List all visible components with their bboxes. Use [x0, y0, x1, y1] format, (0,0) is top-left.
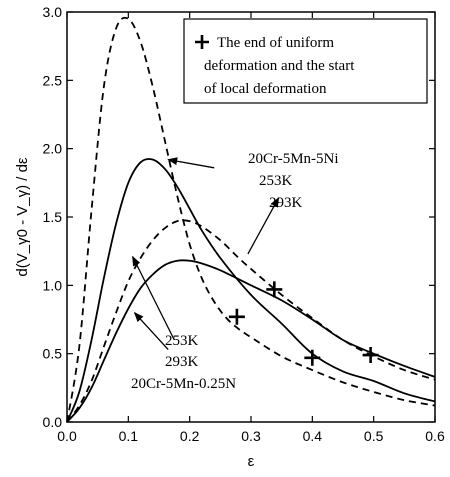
annotation-n-alloy: 20Cr-5Mn-0.25N: [131, 376, 236, 392]
legend-line-3: of local deformation: [204, 81, 327, 97]
series-line-4: [66, 259, 436, 423]
marker-layer: [228, 281, 379, 366]
x-tick-label: 0.2: [180, 428, 200, 444]
x-tick-label: 0.1: [119, 428, 139, 444]
arrow-layer: [132, 157, 280, 351]
y-tick-label: 2.0: [43, 141, 63, 157]
legend: The end of uniform deformation and the s…: [183, 18, 428, 104]
y-tick-label: 1.5: [43, 209, 63, 225]
legend-marker-icon: [195, 35, 209, 49]
annotation-n-253k: 253K: [165, 333, 199, 349]
x-tick-labels: 0.0 0.1 0.2 0.3 0.4 0.5 0.6: [57, 428, 445, 444]
series-line-3: [66, 219, 436, 423]
annotation-arrow: [167, 157, 215, 169]
end-of-uniform-marker: [228, 308, 245, 325]
annotation-arrow: [133, 311, 169, 351]
y-tick-label: 2.5: [43, 72, 63, 88]
x-tick-label: 0.0: [57, 428, 77, 444]
y-tick-labels: 0.0 0.5 1.0 1.5 2.0 2.5 3.0: [43, 4, 63, 430]
x-tick-label: 0.6: [425, 428, 445, 444]
legend-box: [183, 18, 428, 104]
y-tick-label: 1.0: [43, 277, 63, 293]
y-axis-title: d(V_γ0 - V_γ) / dε: [14, 157, 31, 277]
annotation-ni-alloy: 20Cr-5Mn-5Ni: [248, 151, 339, 167]
annotation-arrow: [132, 255, 175, 341]
series-layer: [66, 16, 436, 423]
x-axis-title: ε: [248, 453, 255, 470]
x-tick-label: 0.5: [364, 428, 384, 444]
axis-ticks: [66, 11, 436, 423]
x-tick-label: 0.3: [241, 428, 261, 444]
annotation-group-ni: 20Cr-5Mn-5Ni 253K 293K: [248, 151, 339, 211]
y-tick-label: 0.5: [43, 346, 63, 362]
annotation-ni-293k: 293K: [269, 195, 303, 211]
annotation-n-293k: 293K: [165, 354, 199, 370]
annotation-ni-253k: 253K: [259, 173, 293, 189]
y-tick-label: 0.0: [43, 414, 63, 430]
end-of-uniform-marker: [362, 347, 379, 364]
y-tick-label: 3.0: [43, 4, 63, 20]
x-tick-label: 0.4: [303, 428, 323, 444]
annotation-group-n: 253K 293K 20Cr-5Mn-0.25N: [131, 333, 236, 392]
series-line-1: [66, 16, 436, 423]
series-line-2: [66, 158, 436, 423]
annotation-arrow: [247, 196, 280, 255]
legend-line-2: deformation and the start: [204, 58, 355, 74]
end-of-uniform-marker: [266, 281, 283, 298]
legend-line-1: The end of uniform: [217, 35, 334, 51]
end-of-uniform-marker: [304, 349, 321, 366]
